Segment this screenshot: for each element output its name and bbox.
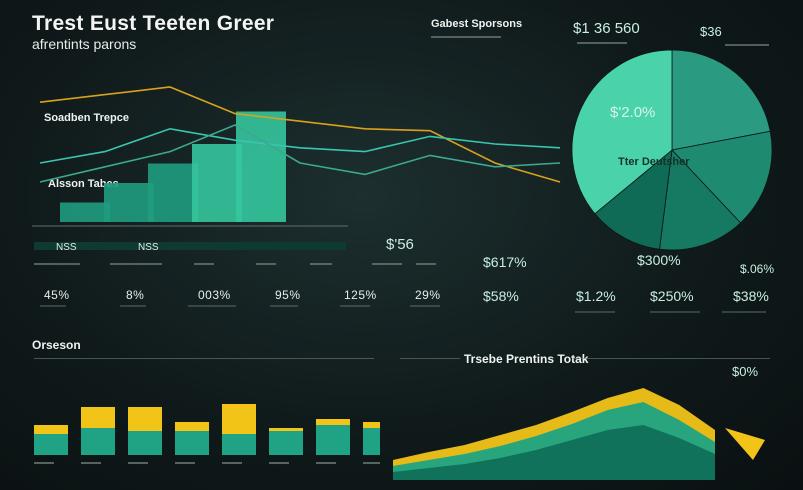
- big-value: $'56: [386, 236, 414, 253]
- bar-teal-1: [34, 434, 68, 455]
- top-chart: [32, 49, 773, 251]
- value-right-3: $38%: [733, 288, 769, 304]
- pie-slice-4: [594, 149, 673, 250]
- pie-value: $'2.0%: [610, 104, 656, 121]
- section-left-title: Orseson: [32, 338, 81, 352]
- value-right-top-2: $.06%: [740, 262, 775, 276]
- percent-1: 45%: [44, 288, 70, 302]
- bar-teal-3: [128, 431, 162, 455]
- pie-slice-1: [671, 49, 771, 151]
- axis-label-left: NSS: [56, 242, 77, 253]
- pie-slice-2: [671, 130, 773, 224]
- corner-value: $0%: [732, 364, 759, 379]
- percent-6: 29%: [415, 288, 441, 302]
- section-right-title: Trsebe Prentins Totak: [464, 352, 589, 366]
- bar-teal-6: [269, 431, 303, 455]
- area-series-3: [393, 425, 715, 480]
- line-series-2: [39, 127, 561, 164]
- percent-4: 95%: [275, 288, 301, 302]
- bar-teal-4: [175, 431, 209, 455]
- value-right-2: $250%: [650, 288, 694, 304]
- bar-teal-7: [316, 425, 350, 455]
- label-alsson: Alsson Tabes: [48, 178, 119, 190]
- bar-teal-5: [222, 434, 256, 455]
- bottom-bar-chart: [34, 404, 380, 464]
- value-mid-1: $617%: [483, 254, 527, 270]
- page-subtitle: afrentints parons: [32, 36, 137, 52]
- bottom-area-chart: [393, 388, 765, 480]
- value-mid-2: $58%: [483, 288, 519, 304]
- corner-wedge: [725, 428, 765, 460]
- top-right-badge: $36: [700, 24, 722, 39]
- step-bar-1: [60, 202, 110, 222]
- page-title: Trest Eust Teeten Greer: [32, 12, 275, 35]
- bar-teal-2: [81, 428, 115, 455]
- top-right-value: $1 36 560: [573, 20, 640, 37]
- step-bar-4: [192, 144, 242, 222]
- pie-label: Tter Deutsher: [618, 156, 690, 168]
- value-right-1: $1.2%: [576, 288, 616, 304]
- value-right-top-1: $300%: [637, 252, 681, 268]
- step-bar-3: [148, 163, 198, 222]
- percent-3: 003%: [198, 288, 231, 302]
- label-gabest: Gabest Sporsons: [431, 18, 523, 30]
- percent-5: 125%: [344, 288, 377, 302]
- line-series-1: [39, 86, 561, 183]
- pie-slice-3: [659, 149, 742, 251]
- step-bar-5: [236, 111, 286, 222]
- axis-label-mid: NSS: [138, 242, 159, 253]
- line-series-3: [39, 124, 561, 183]
- label-soadben: Soadben Trepce: [44, 112, 129, 124]
- pie-slice-5: [571, 49, 673, 215]
- step-bar-2: [104, 183, 154, 222]
- percent-2: 8%: [126, 288, 145, 302]
- bar-teal-8: [363, 428, 380, 455]
